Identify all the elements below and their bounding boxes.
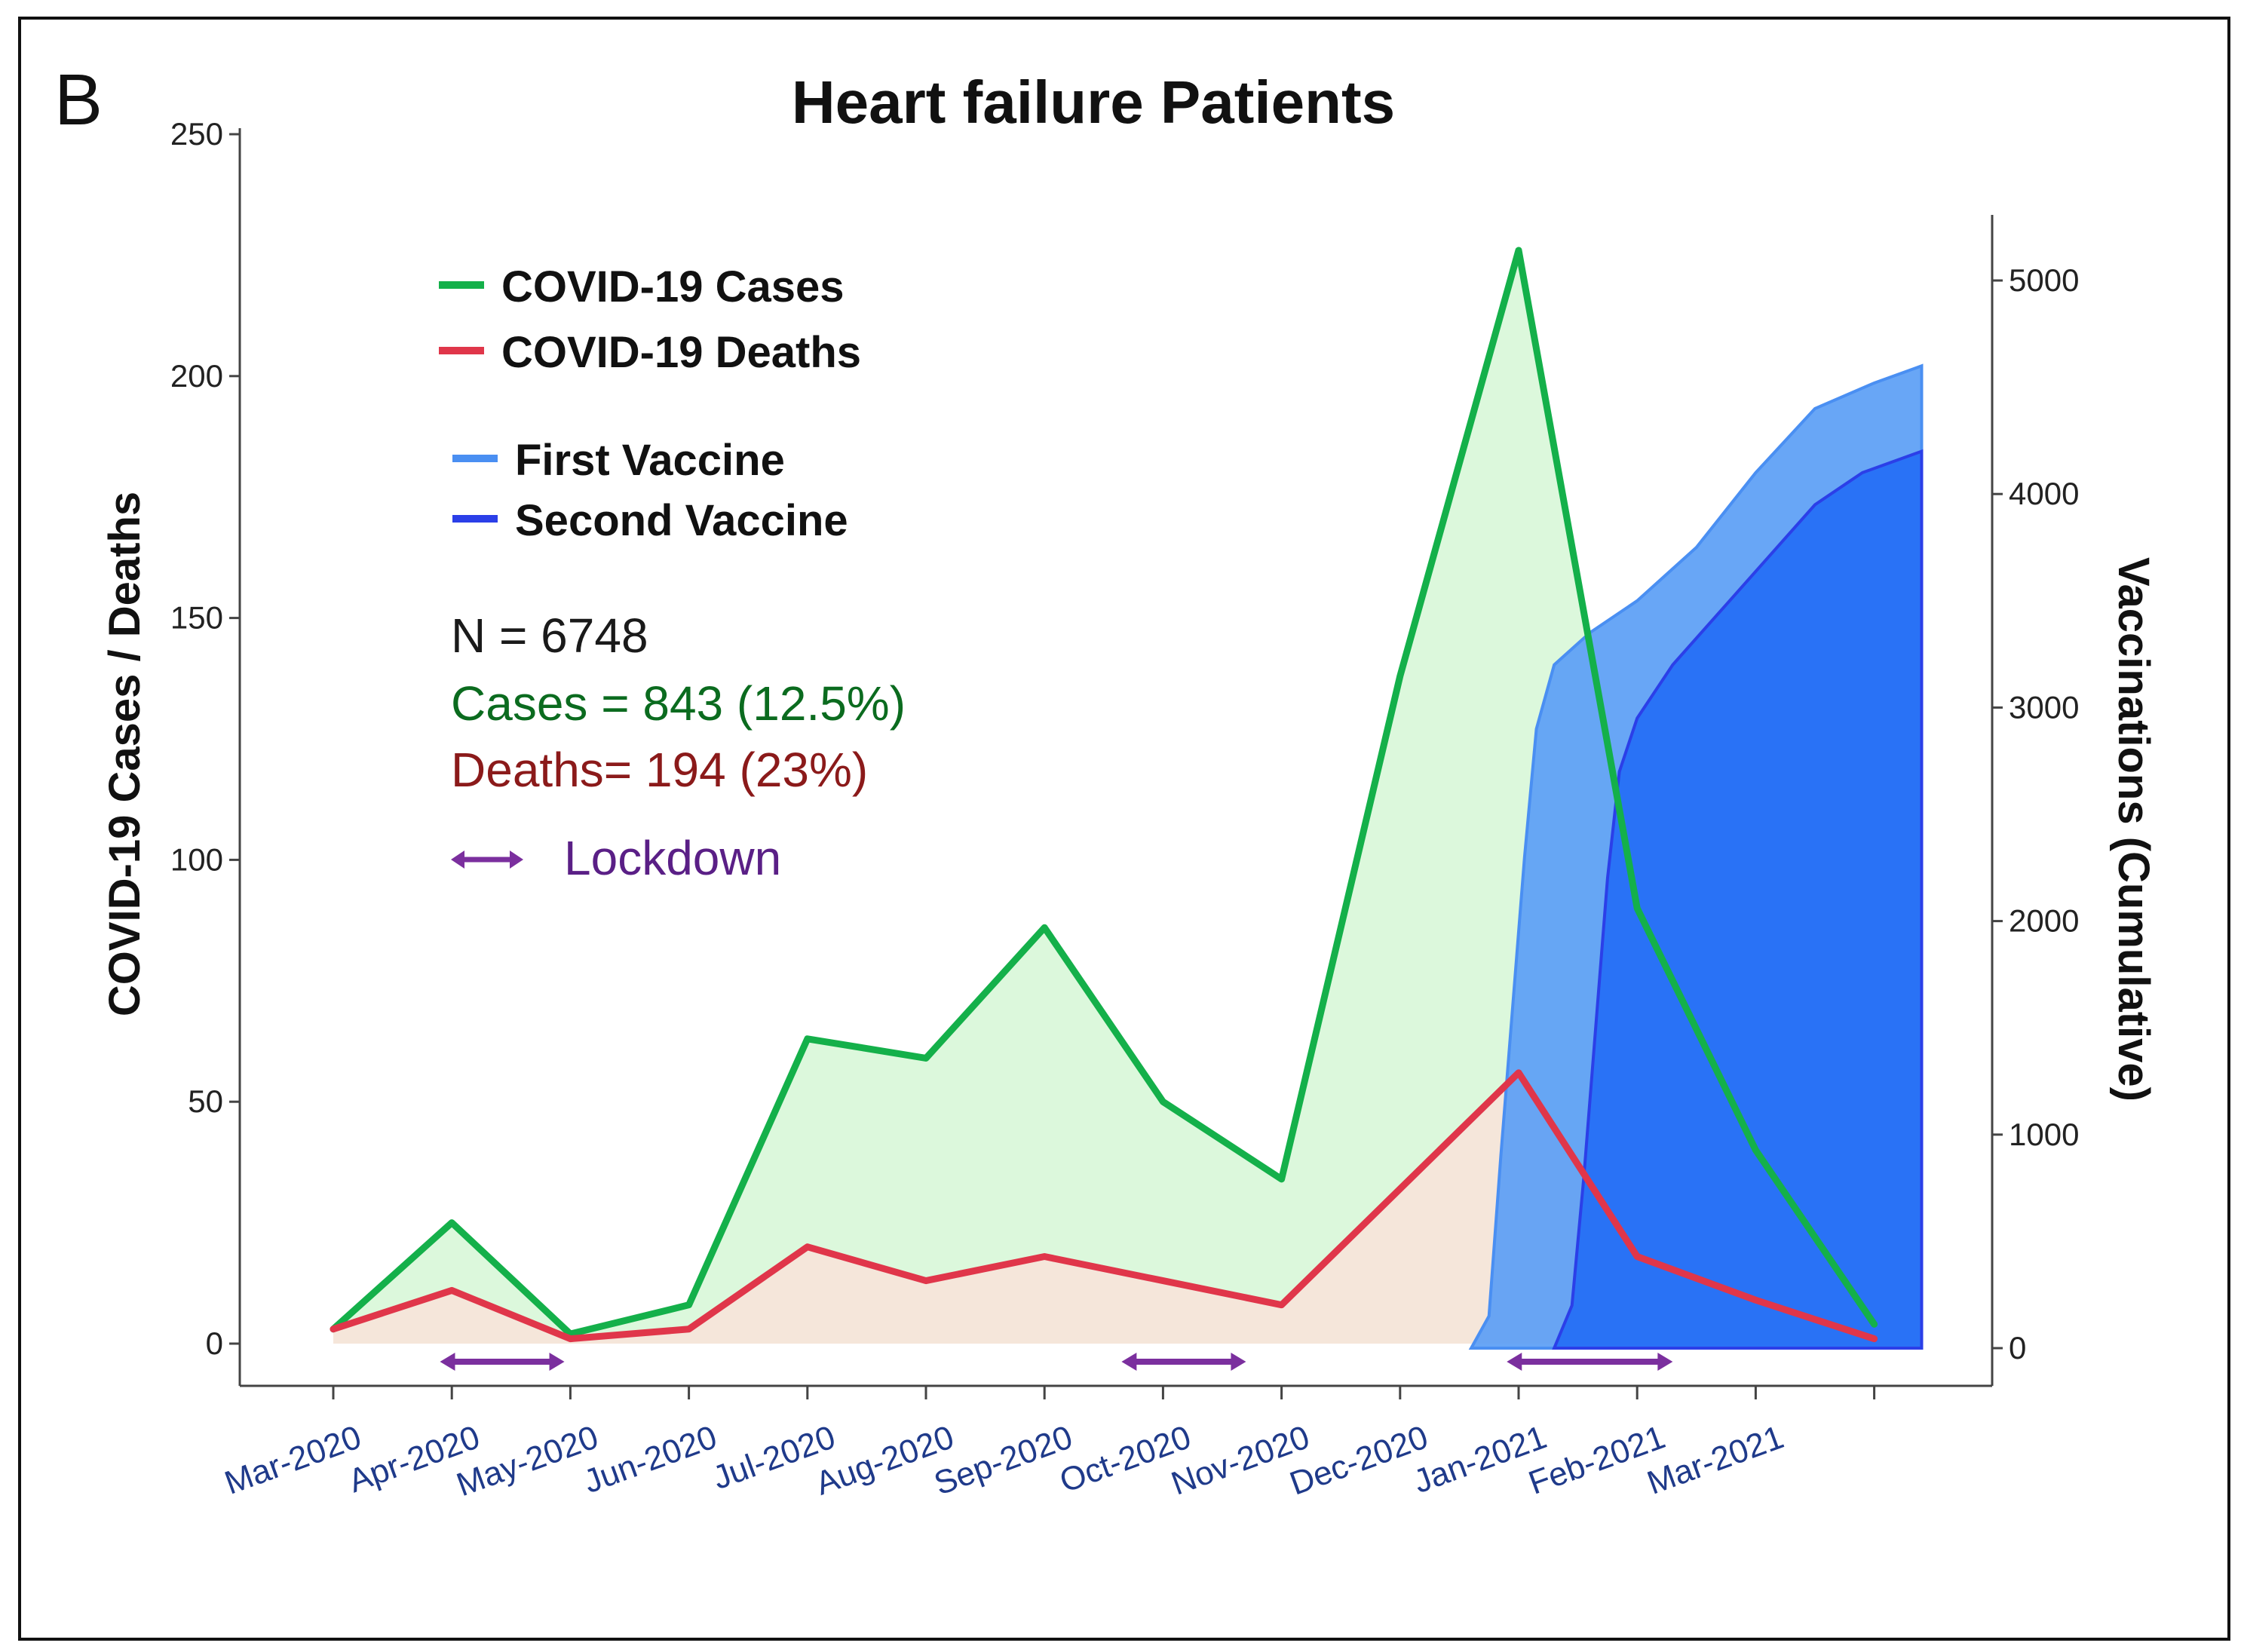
n-annotation: N = 6748 bbox=[451, 608, 648, 663]
left-tick-label: 0 bbox=[206, 1326, 223, 1361]
legend: COVID-19 Cases COVID-19 Deaths First Vac… bbox=[439, 262, 861, 545]
panel-label: B bbox=[54, 60, 103, 140]
left-tick-label: 200 bbox=[170, 358, 223, 394]
lockdown-arrowhead-left bbox=[440, 1353, 455, 1371]
lockdown-legend-arrowhead-right bbox=[510, 851, 523, 869]
lockdown-legend: Lockdown bbox=[451, 831, 781, 885]
left-tick-label: 150 bbox=[170, 600, 223, 636]
legend-label-second-vaccine: Second Vaccine bbox=[515, 496, 848, 545]
deaths-annotation: Deaths= 194 (23%) bbox=[451, 743, 868, 797]
covid-19-cases-area bbox=[333, 250, 1875, 1344]
left-tick-label: 100 bbox=[170, 841, 223, 877]
covid-19-cases-line bbox=[330, 247, 1878, 1338]
left-tick-label: 50 bbox=[188, 1083, 223, 1119]
left-axis-ticks: 0 50 100 150 200 250 bbox=[170, 116, 240, 1361]
lockdown-arrowhead-left bbox=[1121, 1353, 1137, 1371]
second-vaccine-area bbox=[1552, 449, 1924, 1350]
right-tick-label: 1000 bbox=[2009, 1117, 2079, 1152]
lockdown-arrowhead-right bbox=[549, 1353, 565, 1371]
left-axis-title: COVID-19 Cases / Deaths bbox=[100, 492, 149, 1016]
right-tick-label: 0 bbox=[2009, 1330, 2026, 1365]
lockdown-arrowhead-left bbox=[1507, 1353, 1522, 1371]
right-tick-label: 5000 bbox=[2009, 262, 2079, 298]
covid-19-deaths-line bbox=[330, 1069, 1878, 1343]
lockdown-legend-arrowhead-left bbox=[451, 851, 464, 869]
lockdown-arrowhead-right bbox=[1231, 1353, 1246, 1371]
legend-label-cases: COVID-19 Cases bbox=[501, 262, 845, 311]
covid-19-deaths-area bbox=[333, 1072, 1875, 1344]
right-tick-label: 2000 bbox=[2009, 903, 2079, 939]
series-lines bbox=[330, 247, 1878, 1343]
vaccine-areas bbox=[1468, 363, 1924, 1350]
right-tick-label: 4000 bbox=[2009, 476, 2079, 511]
cases-annotation: Cases = 843 (12.5%) bbox=[451, 676, 906, 731]
legend-label-deaths: COVID-19 Deaths bbox=[501, 328, 861, 377]
right-axis-ticks: 0 1000 2000 3000 4000 5000 bbox=[1992, 262, 2079, 1365]
area-fills bbox=[333, 250, 1875, 1344]
chart-title: Heart failure Patients bbox=[792, 69, 1395, 136]
right-tick-label: 3000 bbox=[2009, 689, 2079, 725]
right-axis-title: Vaccinations (Cumulative) bbox=[2109, 557, 2158, 1102]
lockdown-legend-label: Lockdown bbox=[564, 831, 781, 885]
legend-label-first-vaccine: First Vaccine bbox=[515, 436, 785, 485]
lockdown-periods bbox=[440, 1353, 1673, 1371]
lockdown-arrowhead-right bbox=[1657, 1353, 1673, 1371]
left-tick-label: 250 bbox=[170, 116, 223, 152]
